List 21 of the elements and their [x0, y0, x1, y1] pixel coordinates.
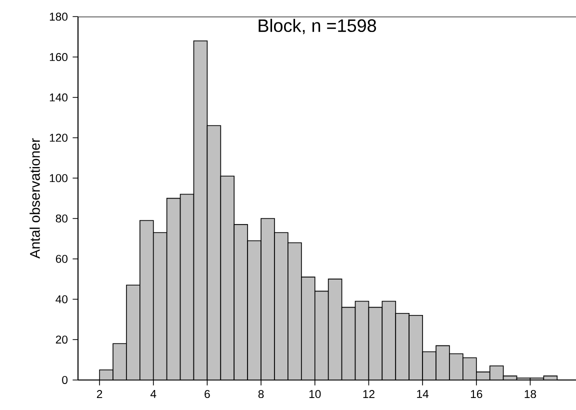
- chart-title: Block, n =1598: [258, 18, 376, 34]
- y-tick-label: 20: [56, 336, 68, 344]
- y-tick-label: 80: [56, 214, 68, 223]
- x-tick-label: 12: [363, 390, 374, 398]
- y-tick-label: 140: [50, 93, 68, 102]
- y-tick-label: 0: [62, 376, 68, 384]
- x-tick-label: 4: [150, 390, 156, 398]
- y-axis-title: Antal observationer: [30, 138, 40, 259]
- x-tick-label: 2: [96, 390, 102, 398]
- y-tick-label: 100: [50, 174, 68, 182]
- x-tick-label: 14: [417, 390, 429, 398]
- x-tick-label: 18: [524, 390, 536, 398]
- y-tick-label: 40: [56, 295, 68, 304]
- y-tick-label: 160: [50, 53, 68, 62]
- y-tick-label: 120: [50, 134, 68, 142]
- x-tick-label: 10: [309, 390, 321, 398]
- x-tick-label: 8: [258, 390, 264, 398]
- x-tick-label: 6: [204, 390, 210, 398]
- y-tick-label: 180: [50, 12, 68, 21]
- x-tick-label: 16: [470, 390, 482, 398]
- y-tick-label: 60: [56, 254, 68, 263]
